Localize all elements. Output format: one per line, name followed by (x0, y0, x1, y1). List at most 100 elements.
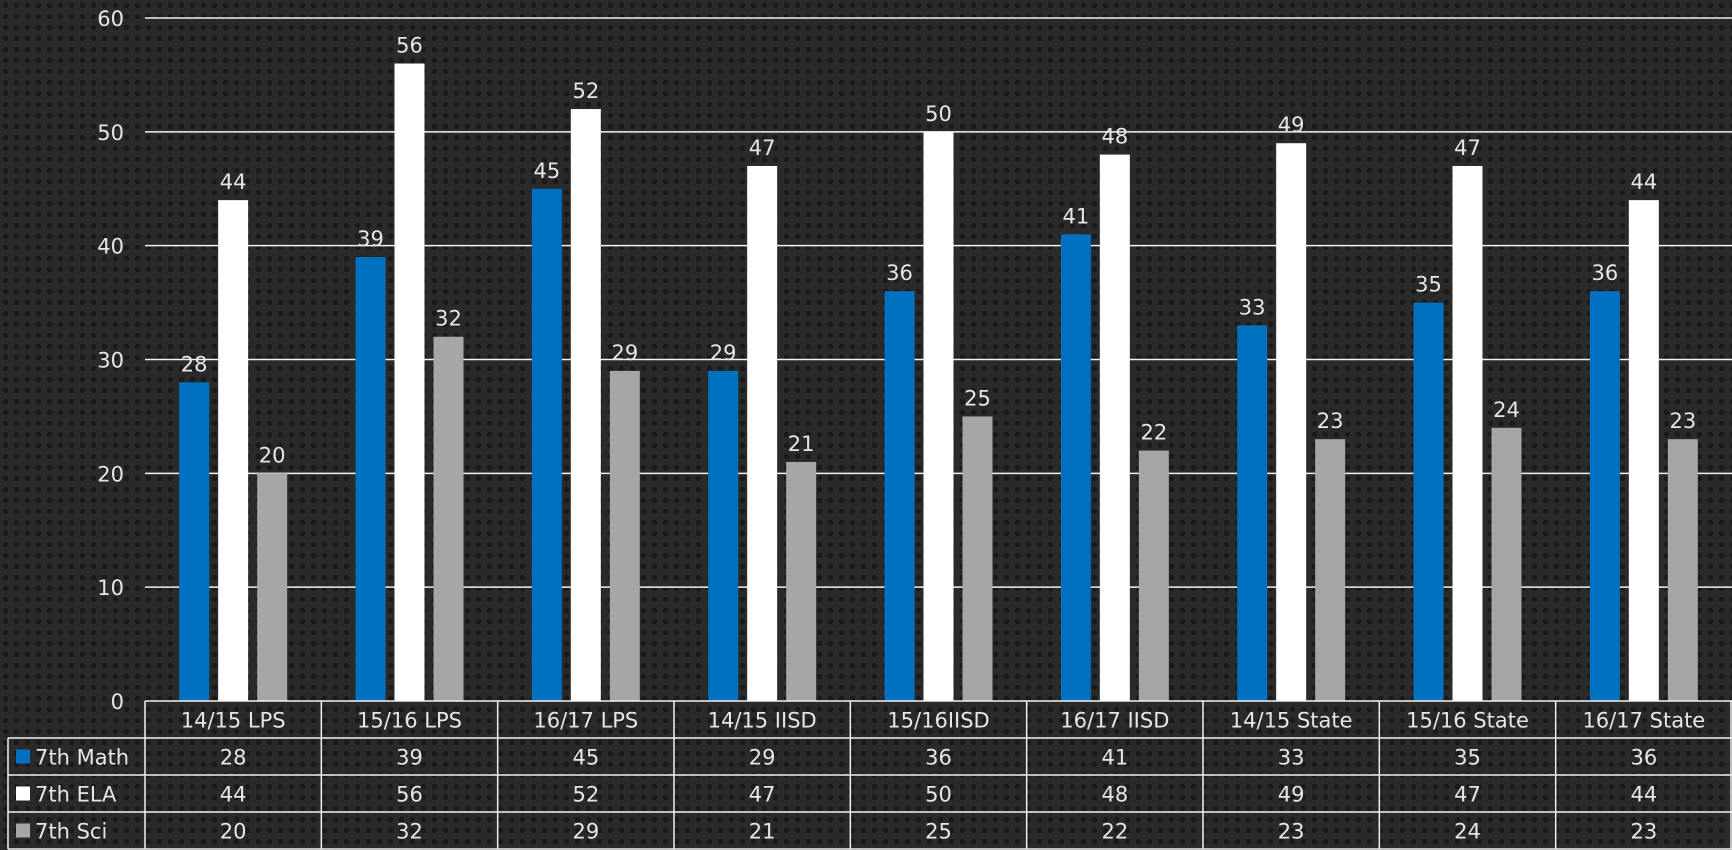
table-cell: 32 (396, 820, 423, 844)
data-label: 44 (220, 170, 247, 194)
table-cell: 56 (396, 783, 423, 807)
bar-7th-ela-14-15-state (1276, 143, 1307, 701)
data-label: 52 (572, 79, 599, 103)
table-cell: 48 (1101, 783, 1128, 807)
data-label: 24 (1493, 398, 1520, 422)
data-label: 56 (396, 34, 423, 58)
x-tick-label: 15/16 State (1406, 709, 1529, 733)
x-tick-label: 14/15 State (1230, 709, 1353, 733)
bar-7th-sci-16-17-state (1667, 439, 1698, 701)
legend-label: 7th Sci (35, 820, 107, 844)
y-tick-label: 0 (111, 690, 124, 714)
y-tick-label: 60 (97, 7, 124, 31)
data-label: 25 (964, 386, 991, 410)
table-cell: 47 (1454, 783, 1481, 807)
table-cell: 44 (1630, 783, 1657, 807)
y-tick-label: 40 (97, 235, 124, 259)
bar-7th-sci-14-15-state (1315, 439, 1346, 701)
table-cell: 52 (572, 783, 599, 807)
bar-7th-math-15-16-lps (355, 257, 386, 701)
data-label: 50 (925, 102, 952, 126)
data-label: 23 (1669, 409, 1696, 433)
data-label: 20 (259, 443, 286, 467)
data-table: 14/15 LPS 15/16 LPS 16/17 LPS 14/15 IISD 15/… (7, 700, 1732, 850)
data-label: 39 (357, 227, 384, 251)
y-axis: 0 10 20 30 40 50 60 (97, 7, 124, 714)
data-label: 23 (1317, 409, 1344, 433)
table-cell: 49 (1278, 783, 1305, 807)
bar-7th-ela-16-17-iisd (1099, 154, 1130, 702)
table-cell: 35 (1454, 746, 1481, 770)
bar-7th-ela-16-17-state (1628, 200, 1659, 701)
legend-key-7th-ela (16, 786, 30, 801)
data-label: 45 (533, 159, 560, 183)
data-label: 29 (611, 341, 638, 365)
table-cell: 39 (396, 746, 423, 770)
table-cell: 29 (572, 820, 599, 844)
table-cell: 36 (1630, 746, 1657, 770)
table-cell: 23 (1630, 820, 1657, 844)
legend-key-7th-math (16, 749, 30, 764)
data-label: 36 (886, 261, 913, 285)
x-tick-label: 16/17 IISD (1060, 709, 1169, 733)
table-cell: 45 (572, 746, 599, 770)
y-tick-label: 50 (97, 121, 124, 145)
bar-7th-sci-14-15-lps (257, 473, 288, 701)
x-tick-label: 14/15 LPS (181, 709, 286, 733)
x-tick-label: 16/17 LPS (533, 709, 638, 733)
data-label: 47 (1454, 136, 1481, 160)
bar-7th-ela-14-15-iisd (747, 165, 778, 701)
data-label: 22 (1140, 421, 1167, 445)
bar-7th-sci-15-16-lps (433, 336, 464, 701)
data-label: 28 (181, 352, 208, 376)
y-tick-label: 10 (97, 576, 124, 600)
data-label: 36 (1591, 261, 1618, 285)
bar-7th-ela-16-17-lps (570, 109, 601, 702)
bar-7th-ela-14-15-lps (218, 200, 249, 701)
data-label: 47 (749, 136, 776, 160)
table-cell: 24 (1454, 820, 1481, 844)
bar-7th-sci-16-17-iisd (1138, 450, 1169, 701)
table-cell: 33 (1278, 746, 1305, 770)
table-cell: 44 (220, 783, 247, 807)
bar-7th-sci-16-17-lps (609, 370, 640, 701)
legend-label: 7th Math (35, 746, 129, 770)
data-label: 49 (1278, 113, 1305, 137)
data-label: 48 (1101, 125, 1128, 149)
bar-7th-sci-15-16-state (1491, 427, 1522, 701)
bar-7th-math-14-15-lps (179, 382, 210, 701)
bar-7th-sci-14-15-iisd (786, 461, 817, 701)
table-cell: 41 (1101, 746, 1128, 770)
data-label: 35 (1415, 273, 1442, 297)
data-label: 33 (1239, 295, 1266, 319)
data-label: 32 (435, 307, 462, 331)
legend-label: 7th ELA (35, 783, 117, 807)
bar-7th-math-15-16-state (1413, 302, 1444, 701)
table-cell: 47 (749, 783, 776, 807)
table-cell: 25 (925, 820, 952, 844)
table-cell: 21 (749, 820, 776, 844)
data-labels: 28 39 45 29 36 41 33 35 36 44 56 52 47 50 48 49 47 44 20 32… (181, 34, 1696, 468)
y-tick-label: 20 (97, 462, 124, 486)
x-tick-label: 15/16IISD (887, 709, 989, 733)
legend-key-7th-sci (16, 823, 30, 838)
data-label: 41 (1062, 204, 1089, 228)
bar-7th-math-14-15-iisd (708, 370, 739, 701)
bar-7th-math-16-17-state (1589, 291, 1620, 701)
x-tick-label: 15/16 LPS (357, 709, 462, 733)
bar-7th-math-16-17-lps (531, 188, 562, 701)
data-label: 29 (710, 341, 737, 365)
y-tick-label: 30 (97, 349, 124, 373)
table-cell: 50 (925, 783, 952, 807)
table-cell: 23 (1278, 820, 1305, 844)
bar-7th-math-15-16iisd (884, 291, 915, 701)
table-cell: 28 (220, 746, 247, 770)
table-cell: 36 (925, 746, 952, 770)
bar-7th-ela-15-16iisd (923, 131, 954, 702)
bar-7th-ela-15-16-lps (394, 63, 425, 702)
table-cell: 22 (1101, 820, 1128, 844)
data-label: 44 (1630, 170, 1657, 194)
bar-7th-sci-15-16iisd (962, 416, 993, 701)
table-cell: 20 (220, 820, 247, 844)
